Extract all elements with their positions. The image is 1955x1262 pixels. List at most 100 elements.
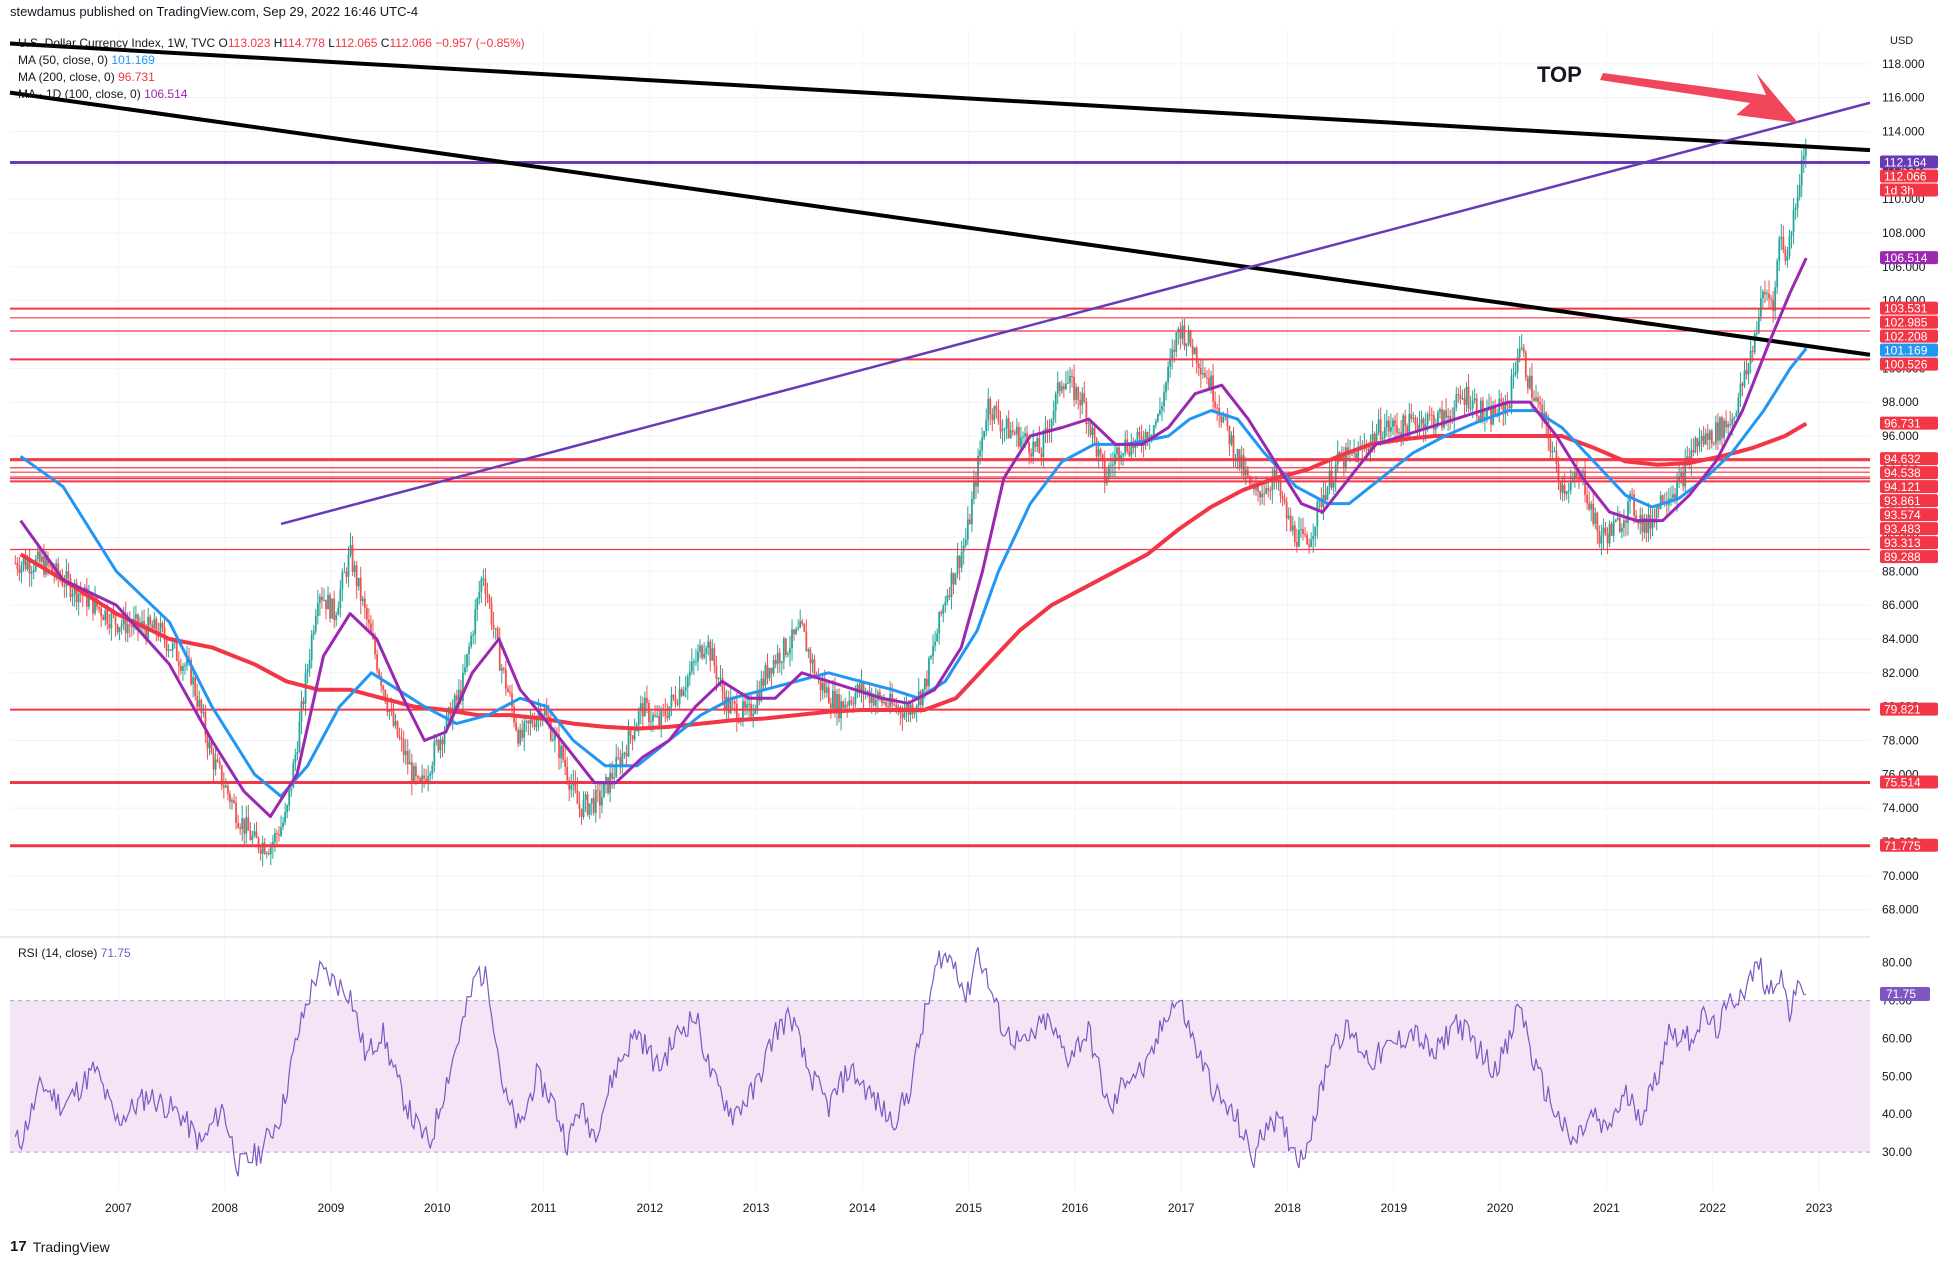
candle: [582, 791, 585, 820]
candle: [733, 699, 736, 714]
open-value: 113.023: [227, 36, 271, 50]
candle: [1600, 524, 1603, 556]
candle-body: [276, 833, 278, 835]
candle: [1201, 360, 1204, 379]
candle: [1784, 245, 1787, 266]
candle-body: [427, 776, 430, 783]
candle: [811, 653, 814, 674]
candle-body: [1802, 155, 1805, 160]
candle: [1794, 203, 1797, 220]
candle-body: [1721, 417, 1723, 438]
candle-body: [946, 595, 949, 602]
candle: [114, 613, 117, 637]
candle-body: [703, 653, 706, 658]
candle: [938, 611, 941, 645]
candle: [40, 551, 43, 567]
candle-body: [498, 638, 501, 671]
candle-body: [226, 785, 229, 794]
candle-body: [1418, 423, 1421, 431]
candle: [1741, 381, 1744, 397]
candle: [468, 642, 470, 666]
candle-body: [564, 759, 567, 767]
candle: [1138, 426, 1141, 442]
candle-body: [1635, 515, 1638, 521]
candle-body: [627, 730, 630, 757]
candle: [161, 620, 164, 633]
candle: [1553, 446, 1556, 453]
candle-body: [517, 729, 520, 744]
candle-body: [789, 648, 791, 654]
candle-body: [1330, 470, 1333, 488]
candle-body: [406, 750, 409, 765]
ma100-legend[interactable]: MA · 1D (100, close, 0) 106.514: [18, 87, 187, 101]
candle-body: [1279, 479, 1282, 496]
candle: [850, 696, 853, 706]
candle: [353, 560, 356, 578]
candle: [1011, 421, 1014, 436]
candle: [1492, 400, 1494, 426]
candle: [1645, 514, 1648, 543]
candle-body: [1561, 484, 1564, 493]
candle: [768, 667, 771, 682]
candle-body: [251, 835, 254, 840]
candle: [1768, 280, 1770, 309]
price-candles: [14, 138, 1807, 867]
candle: [1038, 426, 1041, 454]
candle: [1067, 370, 1069, 384]
ma200-legend[interactable]: MA (200, close, 0) 96.731: [18, 70, 155, 84]
symbol-legend[interactable]: U.S. Dollar Currency Index, 1W, TVC O113…: [18, 36, 525, 50]
candle: [1604, 521, 1607, 536]
candle: [594, 784, 597, 823]
rsi-band: [10, 1000, 1870, 1153]
candle-body: [496, 628, 499, 639]
candle: [290, 787, 293, 797]
candle-body: [1022, 436, 1024, 438]
candle: [77, 592, 80, 616]
candle-body: [474, 609, 477, 635]
price-tick-label: 74.000: [1882, 801, 1919, 815]
price-tag-label: 93.861: [1884, 494, 1921, 508]
time-axis[interactable]: 2007 2008 2009 2010 2011 2012 2013 2014 2015 2016…: [105, 1201, 1833, 1215]
candle-body: [1138, 431, 1141, 436]
candle-body: [799, 621, 802, 629]
candle-body: [601, 797, 603, 806]
candle-body: [374, 638, 376, 655]
candle-body: [1641, 515, 1644, 533]
candle-body: [1780, 236, 1783, 239]
candle-body: [1494, 407, 1497, 416]
candle: [1269, 486, 1272, 500]
candle-body: [327, 595, 329, 610]
candle-body: [333, 598, 336, 621]
candle: [259, 845, 262, 861]
candle: [466, 653, 468, 672]
candle: [494, 627, 497, 640]
price-tag: 103.531: [1880, 301, 1938, 316]
candle: [641, 696, 644, 729]
candle-body: [1083, 392, 1086, 403]
candle-body: [523, 722, 526, 738]
candle-body: [1447, 416, 1450, 418]
candle: [1608, 520, 1611, 547]
tradingview-footer[interactable]: 17 TradingView: [10, 1238, 110, 1255]
rsi-legend[interactable]: RSI (14, close) 71.75: [18, 946, 131, 960]
candle-body: [1510, 375, 1513, 409]
symbol-name: U.S. Dollar Currency Index, 1W, TVC: [18, 36, 216, 50]
candle: [239, 823, 242, 835]
candle-body: [1729, 424, 1732, 426]
candle: [909, 701, 912, 723]
candle-body: [623, 752, 626, 754]
rsi-tag-bg: [1880, 986, 1930, 1001]
candle: [1328, 458, 1331, 495]
candle: [1420, 410, 1423, 428]
candle: [727, 690, 730, 722]
candle: [701, 644, 703, 661]
candle-body: [1175, 332, 1178, 352]
candle-body: [1306, 535, 1308, 545]
candle-body: [464, 667, 466, 673]
ma50-legend[interactable]: MA (50, close, 0) 101.169: [18, 53, 155, 67]
candle: [349, 532, 352, 558]
candle-body: [1800, 159, 1803, 186]
candle-body: [171, 643, 174, 651]
candle: [1093, 426, 1096, 445]
candle-body: [737, 721, 740, 723]
